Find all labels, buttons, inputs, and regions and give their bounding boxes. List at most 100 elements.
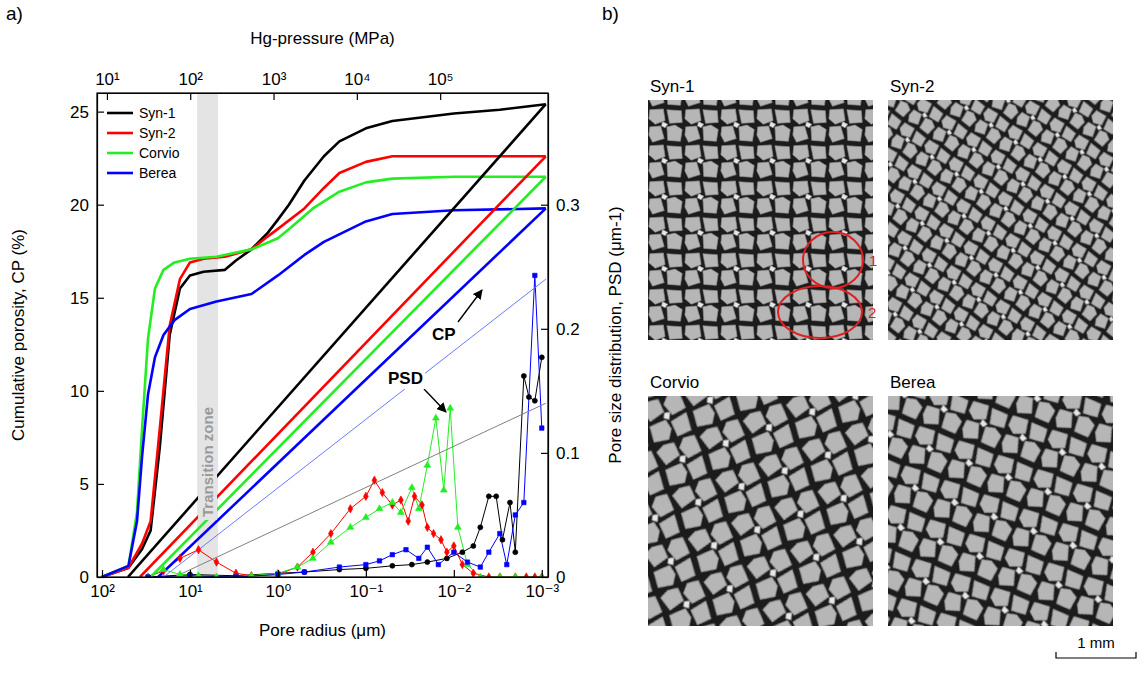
psd-point [390,563,395,568]
y-tick-label: 15 [70,289,89,308]
psd-point [533,273,537,277]
scale-bar: 1 mm [1056,634,1136,658]
legend-swatch [107,112,133,115]
psd-point [196,546,201,554]
psd-point [500,537,505,542]
trend-line [151,177,546,577]
cp-line [102,104,546,577]
x-tick: 10¹ [178,570,203,601]
psd-point [146,573,151,577]
psd-point [526,395,531,400]
region-outline [778,286,862,338]
micrograph-image [888,100,1113,340]
psd-point [425,545,429,549]
psd-point [464,561,471,567]
x-tick-label: 10⁰ [266,582,292,601]
psd-line [148,357,542,577]
psd-point [432,414,439,420]
x-tick: 10⁰ [266,570,292,601]
legend: Syn-1 Syn-2 Corvio Berea [107,105,180,181]
x2-axis-line [98,93,549,94]
x-tick-mark [454,570,455,577]
legend-swatch [107,172,133,175]
x2-tick-label: 10⁴ [344,70,370,89]
psd-point [380,488,385,496]
annotation-arrow [424,389,446,412]
x2-tick-label: 10⁵ [428,70,454,89]
psd-point [524,573,529,577]
y-axis-title: Cumulative porosity, CP (%) [9,229,28,441]
micrograph: Berea [888,373,1113,626]
psd-point [337,565,341,569]
legend-label: Berea [139,165,177,181]
psd-point [160,566,167,572]
legend-label: Syn-1 [139,105,176,121]
x-tick: 10² [90,570,115,601]
psd-point [465,560,469,564]
psd-point [505,562,509,566]
transition-zone-label-group: Transition zone [198,404,217,520]
psd-point [327,538,334,544]
psd-point [328,529,333,537]
psd-point [417,556,421,560]
y-axis: 0510152025 [70,94,104,587]
x-tick-mark [366,570,367,577]
psd-point [447,404,454,410]
annotation: CP [430,290,482,345]
psd-point [372,476,377,484]
psd-point [486,573,491,577]
micrograph-title: Corvio [650,373,699,392]
y-tick: 5 [80,475,104,494]
cp-line [102,156,546,577]
psd-point [439,536,444,544]
annotation: PSD [386,368,446,412]
annotation-patch [430,324,458,345]
psd-point [397,509,404,515]
trend-line [158,208,546,577]
psd-point [377,559,381,563]
y-tick-mark [97,298,104,299]
psd-point [440,486,447,492]
psd-point [507,500,512,505]
transition-zone-label: Transition zone [199,407,216,517]
psd-point [415,505,422,511]
x2-tick: 10¹ [95,70,120,100]
y2-tick: 0.2 [541,320,580,339]
y-tick-label: 20 [70,196,89,215]
x2-axis: 10¹ 10² 10³ 10⁴ 10⁵ [95,70,548,100]
x2-tick: 10⁵ [428,70,454,100]
psd-point [471,543,476,548]
series-markers [145,273,546,577]
x-tick: 10⁻¹ [350,570,384,601]
psd-point [412,492,417,500]
psd-point [521,373,526,378]
psd-point [302,570,307,575]
psd-point [302,570,306,574]
x2-tick-label: 10² [178,70,203,89]
psd-point [249,572,254,577]
x2-tick-label: 10³ [262,70,287,89]
psd-point [295,563,300,571]
x-tick-label: 10⁻¹ [350,582,384,601]
psd-point [532,573,537,577]
x2-tick: 10⁴ [344,70,370,100]
micrograph-title: Syn-2 [890,77,934,96]
y2-axis: 00.10.20.3 [541,94,580,587]
x-tick-label: 10⁻² [438,582,472,601]
y2-tick-mark [541,329,548,330]
legend-entry: Corvio [107,145,180,161]
y-tick-mark [97,577,104,578]
y-tick-mark [97,112,104,113]
y2-tick-mark [541,205,548,206]
trend-line [163,279,545,577]
legend-label: Syn-2 [139,125,176,141]
plot-area [102,93,546,577]
x-tick-label: 10⁻³ [526,582,560,601]
x2-tick-mark [357,93,358,100]
x2-tick: 10² [178,70,203,100]
legend-entry: Syn-1 [107,105,176,121]
y-tick: 25 [70,103,104,122]
micrograph-image [648,100,873,340]
annotation-label: CP [432,325,456,344]
psd-point [390,552,394,556]
